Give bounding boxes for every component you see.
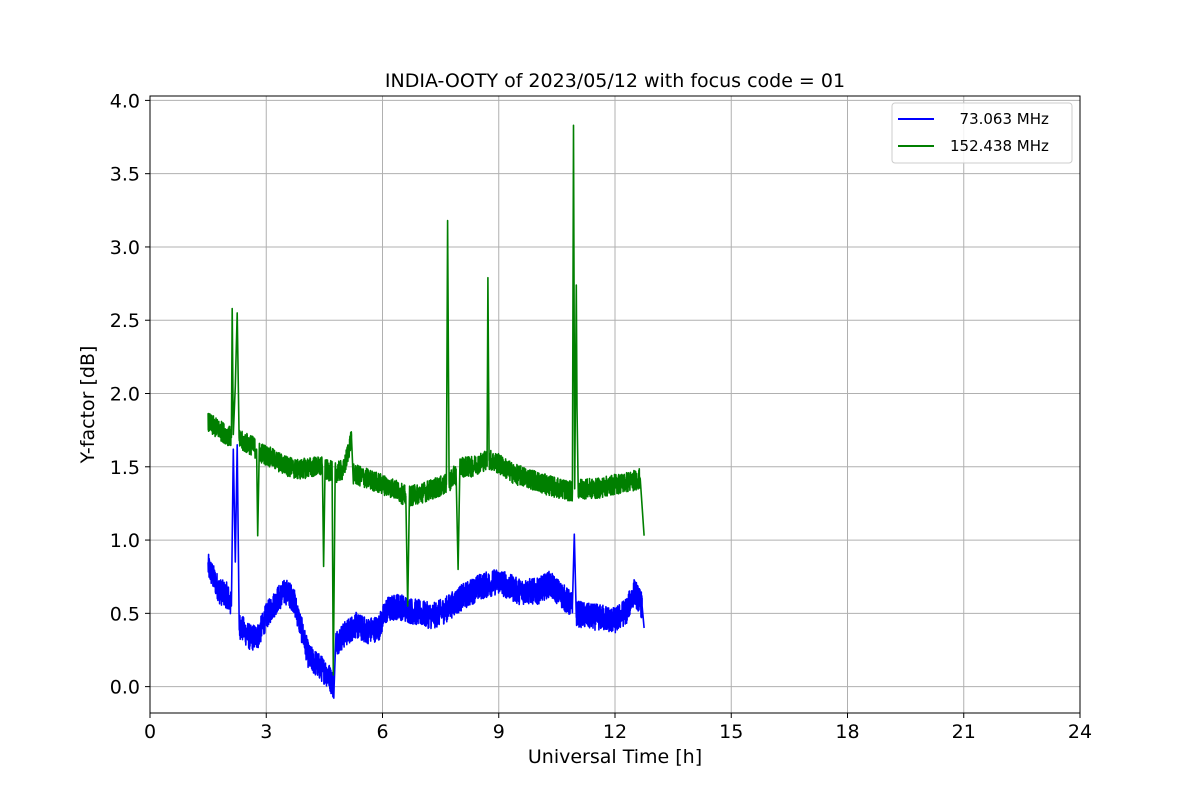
x-axis-label: Universal Time [h] — [528, 746, 702, 768]
x-tick-label: 6 — [376, 721, 388, 743]
y-axis-label: Y-factor [dB] — [77, 346, 99, 465]
series-line-152mhz — [207, 124, 645, 676]
y-tick-label: 0.0 — [110, 677, 140, 699]
x-tick-label: 15 — [719, 721, 743, 743]
y-tick-label: 3.0 — [110, 237, 140, 259]
x-tick-label: 12 — [603, 721, 627, 743]
x-tick-label: 3 — [260, 721, 272, 743]
series-line-73mhz — [207, 444, 645, 699]
x-tick-label: 21 — [952, 721, 976, 743]
chart-title: INDIA-OOTY of 2023/05/12 with focus code… — [385, 70, 845, 92]
y-tick-label: 3.5 — [110, 164, 140, 186]
legend-box — [891, 102, 1073, 164]
y-tick-label: 2.5 — [110, 310, 140, 332]
x-tick-label: 0 — [144, 721, 156, 743]
series-layer — [207, 124, 645, 699]
x-tick-label: 18 — [835, 721, 859, 743]
y-tick-label: 4.0 — [110, 90, 140, 112]
y-tick-label: 2.0 — [110, 384, 140, 406]
legend-label-152mhz: 152.438 MHz — [950, 137, 1049, 155]
y-tick-label: 1.0 — [110, 530, 140, 552]
y-tick-label: 0.5 — [110, 603, 140, 625]
legend-label-73mhz: 73.063 MHz — [950, 110, 1049, 128]
x-tick-label: 9 — [493, 721, 505, 743]
y-tick-label: 1.5 — [110, 457, 140, 479]
ticks: 0 3 6 9 12 15 18 21 24 0.0 0.5 1.0 1.5 2.0 2.5 3.0 3.5 4.… — [110, 90, 1092, 743]
x-tick-label: 24 — [1068, 721, 1092, 743]
legend: 73.063 MHz 152.438 MHz — [891, 102, 1073, 164]
